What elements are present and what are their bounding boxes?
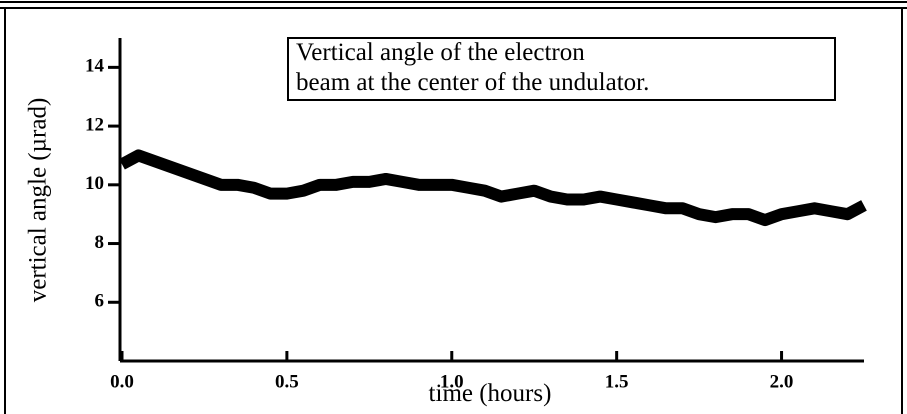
y-tick-label: 8 xyxy=(95,232,105,253)
x-tick-label: 0.5 xyxy=(275,371,299,392)
x-axis-label: time (hours) xyxy=(429,380,552,407)
x-tick-label: 1.5 xyxy=(605,371,629,392)
y-tick-label: 12 xyxy=(85,114,104,135)
annotation-line: beam at the center of the undulator. xyxy=(296,69,649,96)
y-tick-label: 14 xyxy=(85,56,105,77)
y-axis-label: vertical angle (µrad) xyxy=(25,98,52,303)
annotation-line: Vertical angle of the electron xyxy=(296,39,585,66)
x-tick-label: 1.0 xyxy=(440,371,464,392)
x-tick-label: 2.0 xyxy=(770,371,794,392)
x-tick-label: 0.0 xyxy=(110,371,134,392)
y-tick-label: 10 xyxy=(85,173,104,194)
annotation-box xyxy=(287,37,836,101)
data-line xyxy=(119,149,867,227)
y-tick-label: 6 xyxy=(95,291,105,312)
